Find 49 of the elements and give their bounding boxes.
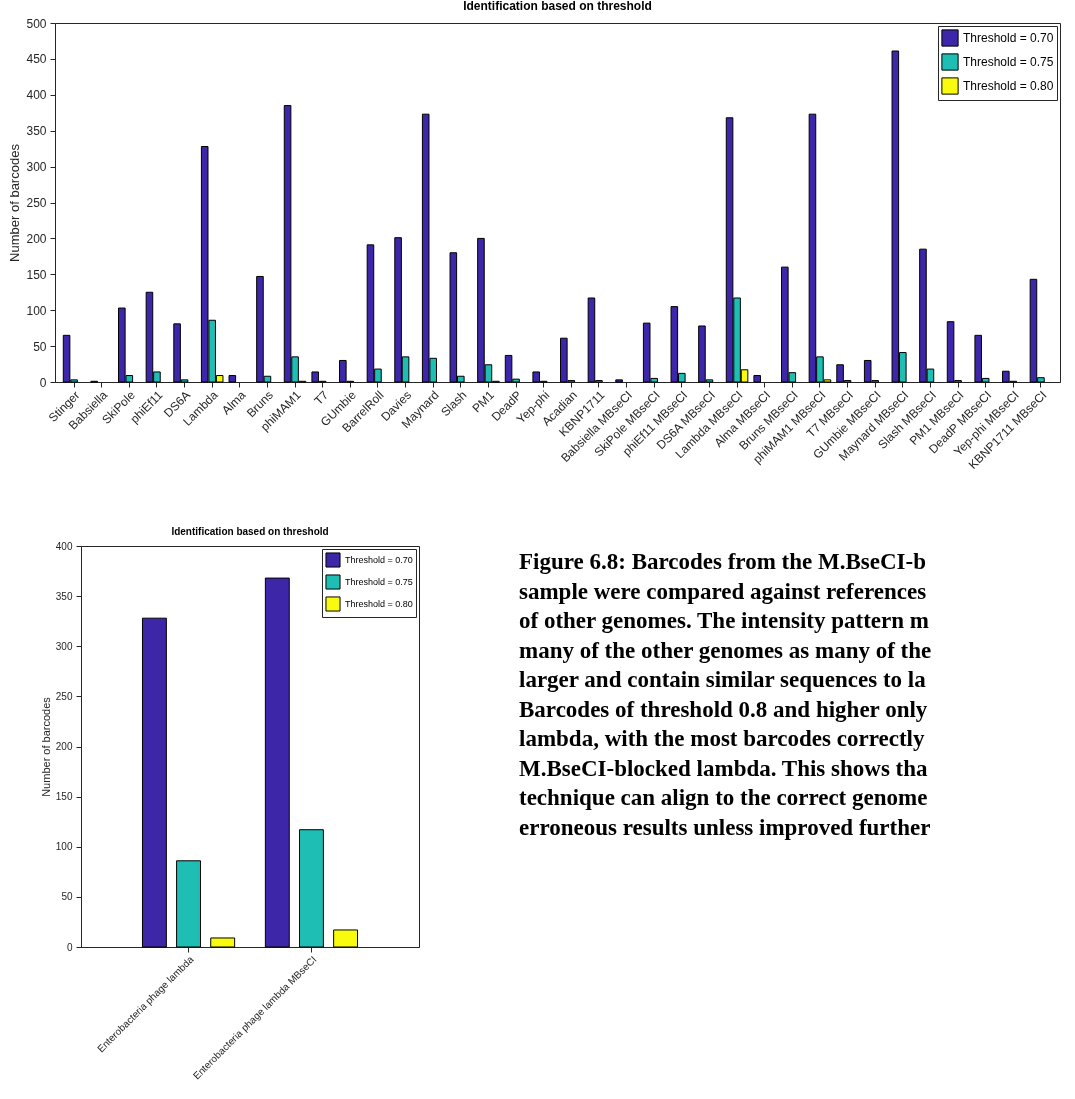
y-axis-title: Number of barcodes [39,696,52,797]
y-tick-label: 350 [55,590,73,602]
caption: Figure 6.8: Barcodes from the M.BseCI-b [519,548,927,576]
bar [333,929,359,948]
bar [615,379,623,383]
y-tick-label: 150 [55,791,73,803]
y-tick-label: 400 [26,88,47,103]
y-tick-label: 150 [26,267,47,282]
bar [176,860,201,948]
text: many of the other genomes as many of the [519,636,932,665]
y-tick-label: 450 [26,52,47,67]
bar [210,937,236,948]
text: erroneous results unless improved further [519,813,932,842]
y-tick-label: 0 [39,375,47,390]
bar [299,829,324,948]
text: technique can align to the correct genome [519,784,929,812]
y-tick-label: 200 [55,741,73,752]
legend-label: Threshold = 0.75 [345,577,413,587]
y-tick-label: 50 [33,339,47,354]
text: Barcodes of threshold 0.8 and higher only [519,695,929,724]
y-tick-label: 100 [55,841,73,853]
text: lambda, with the most barcodes correctly [519,725,926,753]
y-tick-label: 50 [61,891,73,903]
bar [753,375,761,383]
y-tick-label: 100 [26,303,47,318]
legend-label: Threshold = 0.70 [345,555,413,565]
y-tick-label: 400 [55,540,73,552]
y-tick-label: 500 [26,16,47,31]
bar [228,375,237,383]
legend-label: Threshold = 0.75 [963,55,1054,69]
y-tick-label: 250 [55,690,73,702]
legend-label: Threshold = 0.80 [345,599,413,609]
y-tick-label: 300 [26,160,47,175]
legend-label: Threshold = 0.70 [963,31,1054,45]
text: of other genomes. The intensity pattern m [519,607,930,635]
y-axis-title: Number of barcodes [7,143,23,262]
y-tick-label: 0 [66,941,73,953]
bar [141,617,167,948]
legend-label: Threshold = 0.80 [963,79,1054,93]
y-tick-label: 300 [55,640,73,652]
chart-title: Identification based on threshold [463,0,652,13]
chart-title: Identification based on threshold [171,526,329,537]
text: M.BseCI-blocked lambda. This shows tha [519,754,929,783]
text: larger and contain similar sequences to la [519,666,927,694]
y-tick-label: 200 [26,231,47,246]
bar [264,577,290,948]
y-tick-label: 350 [26,124,47,139]
text: sample were compared against references [519,577,928,606]
y-tick-label: 250 [26,196,47,210]
